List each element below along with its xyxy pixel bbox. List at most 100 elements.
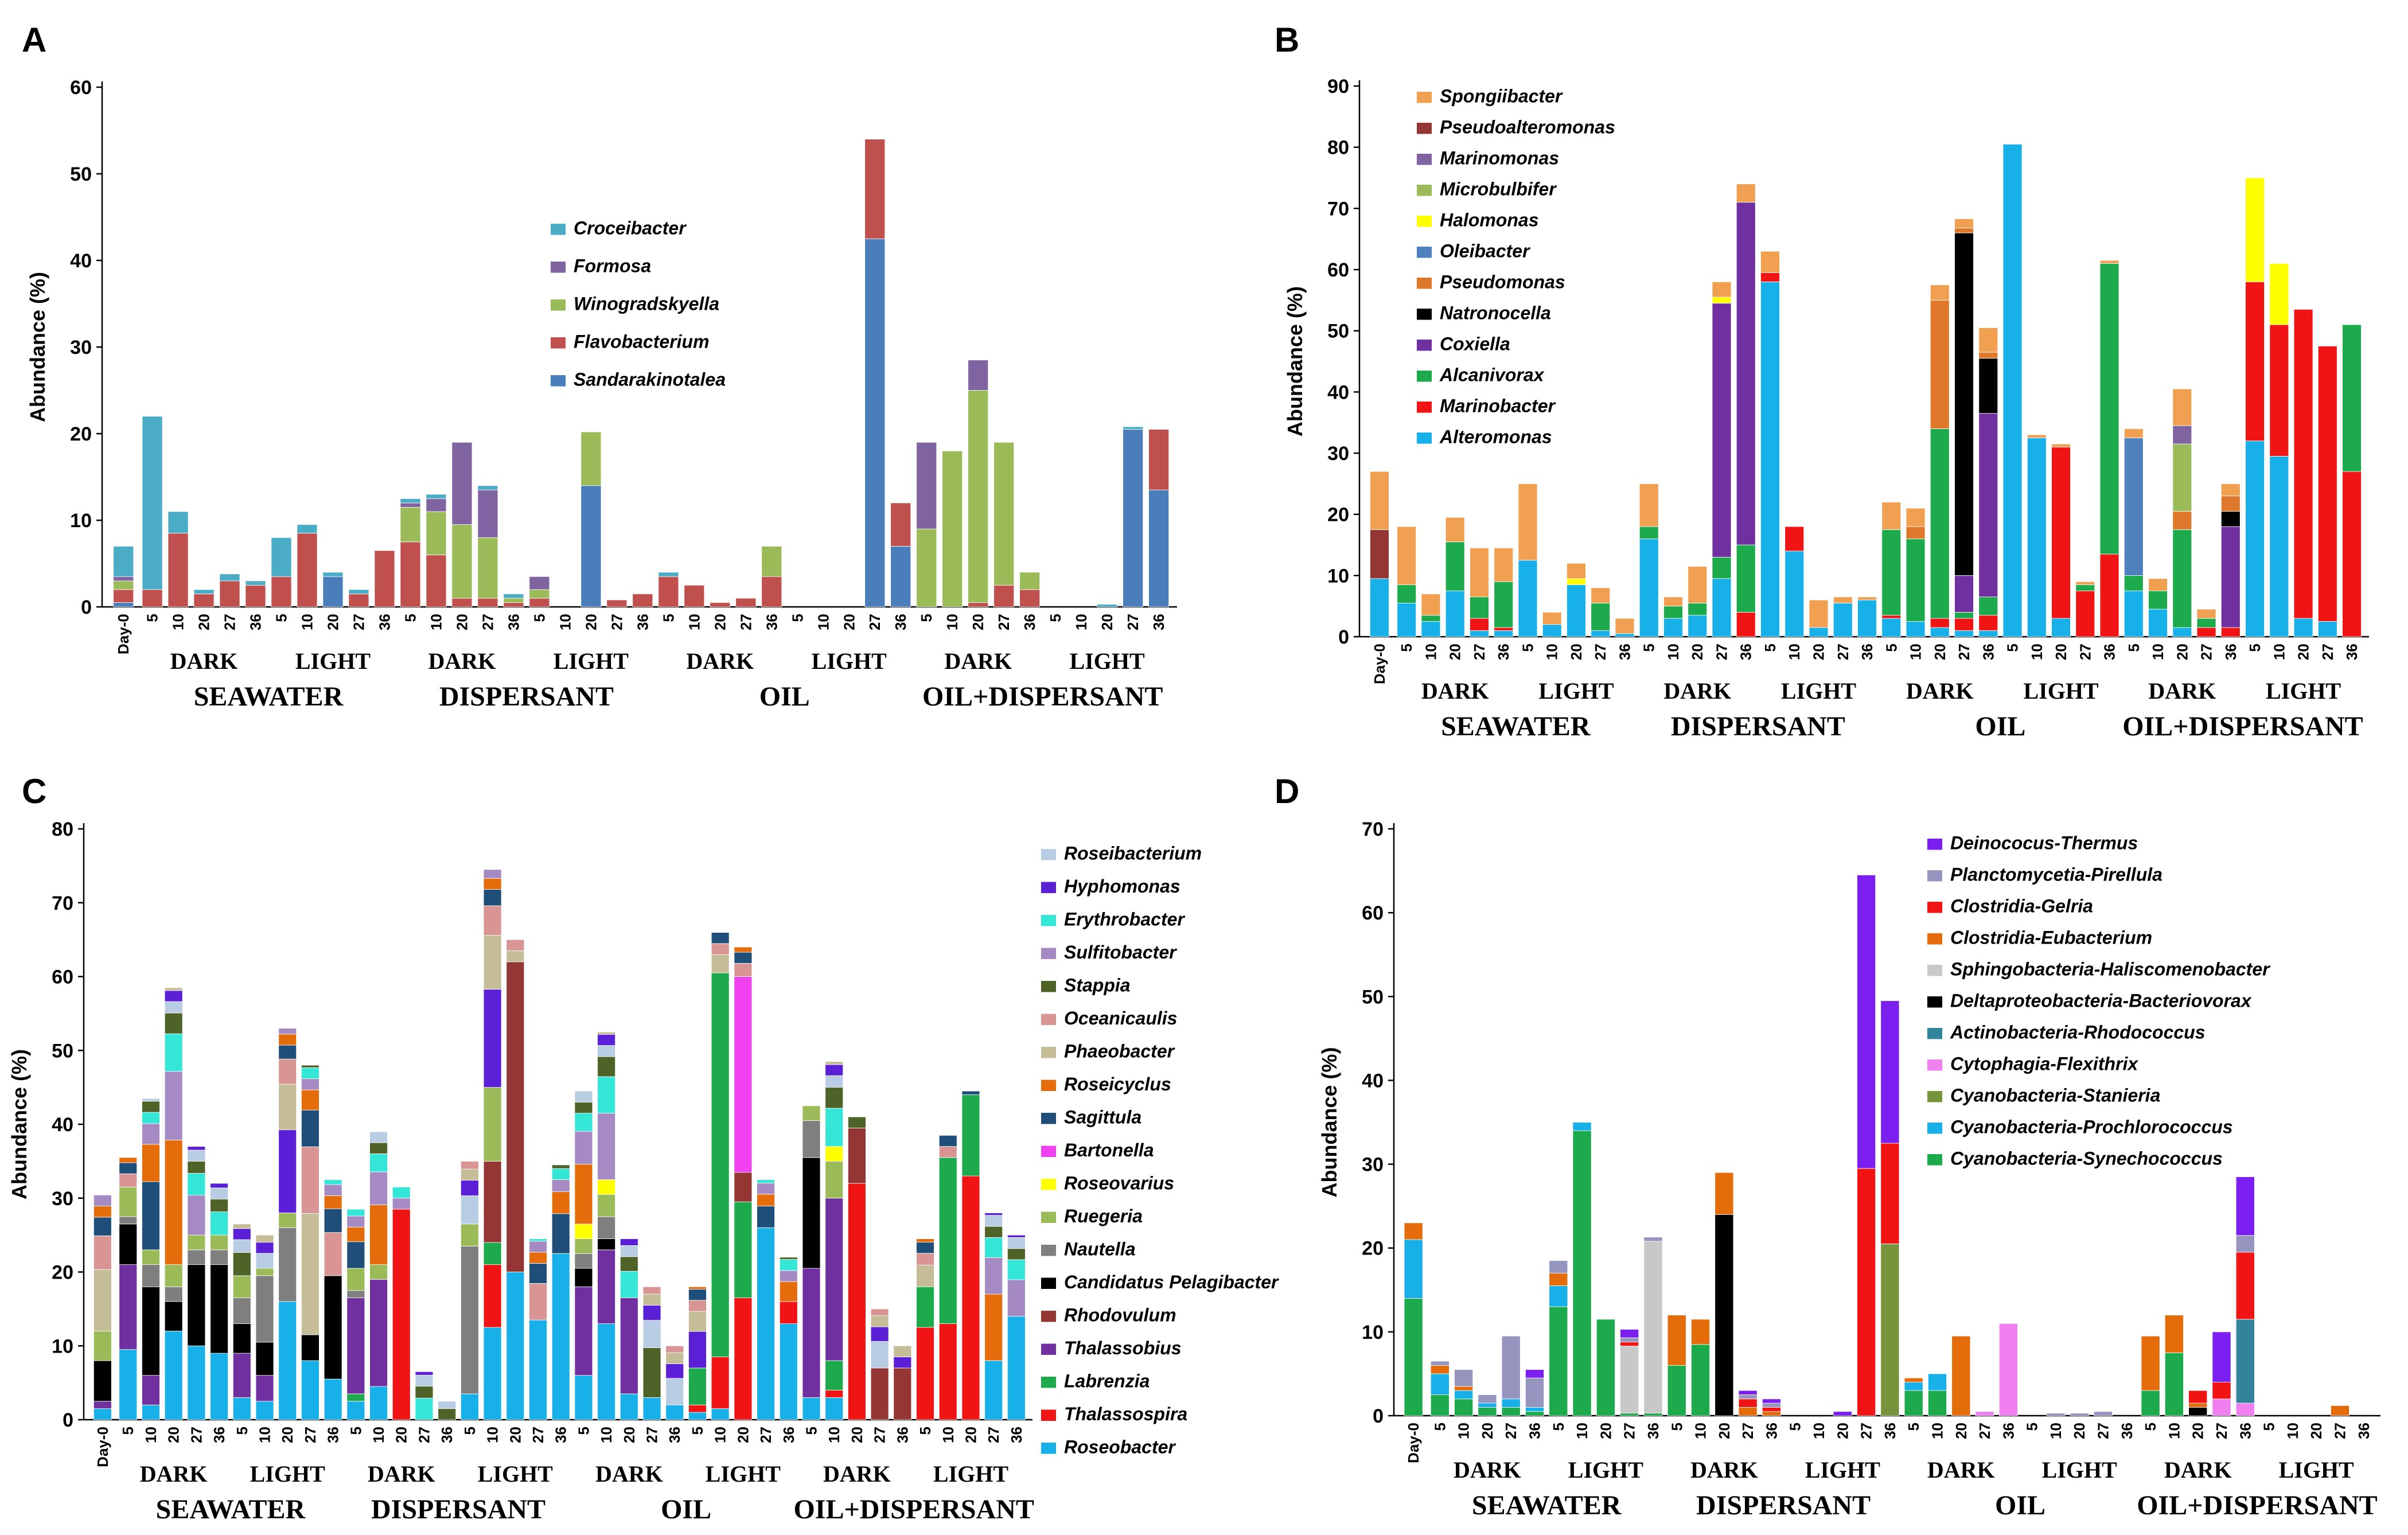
bar-segment — [483, 1087, 502, 1162]
bar-segment — [113, 602, 134, 607]
bar-segment — [961, 1175, 980, 1420]
bar-segment — [1525, 1377, 1545, 1408]
bar-segment — [232, 1323, 251, 1354]
bar-segment — [142, 1249, 160, 1265]
bar-segment — [1567, 563, 1586, 579]
bar-segment — [619, 1238, 638, 1246]
group-label: OIL — [661, 1494, 711, 1525]
bar-segment — [2070, 1413, 2089, 1416]
legend-label: Winogradskyella — [574, 294, 719, 314]
subgroup-label: DARK — [170, 648, 238, 674]
bar-segment — [477, 489, 498, 538]
bar-segment — [2075, 584, 2095, 591]
subgroup-label: LIGHT — [295, 648, 371, 674]
x-tick-label: 20 — [196, 614, 213, 630]
x-tick-label: 20 — [1931, 644, 1949, 660]
x-tick-label: 5 — [272, 614, 290, 622]
x-tick-label: 5 — [2246, 644, 2263, 652]
bar-segment — [2123, 437, 2144, 576]
x-tick-label: 10 — [298, 614, 315, 630]
bar-segment — [93, 1235, 112, 1270]
bar-segment — [711, 1408, 730, 1420]
x-tick-label: 20 — [1568, 644, 1585, 660]
x-tick-label: 5 — [402, 614, 419, 622]
bar-segment — [2235, 1402, 2255, 1416]
x-tick-label: 20 — [848, 1427, 866, 1443]
bar-segment — [529, 1238, 547, 1242]
bar-segment — [2196, 618, 2216, 628]
bar-segment — [1954, 618, 1974, 631]
bar-segment — [1643, 1241, 1663, 1414]
legend-swatch — [551, 262, 566, 273]
bar-segment — [164, 1012, 183, 1034]
bar-segment — [2269, 324, 2289, 457]
bar-segment — [1397, 584, 1417, 603]
bar-segment — [1978, 358, 1998, 414]
x-tick-label: 10 — [170, 614, 187, 630]
bar-segment — [210, 1249, 228, 1265]
legend-label: Marinobacter — [1440, 396, 1556, 416]
bar-segment — [658, 576, 679, 607]
bar-segment — [1738, 1398, 1758, 1408]
bar-segment — [597, 1031, 616, 1035]
bar-segment — [1930, 428, 1950, 619]
bar-segment — [1639, 483, 1659, 527]
y-tick-label: 10 — [70, 510, 92, 532]
bar-segment — [2196, 627, 2216, 637]
legend-label: Roseovarius — [1064, 1173, 1174, 1194]
bar-segment — [210, 1353, 228, 1420]
bar-segment — [710, 602, 731, 607]
bar-segment — [1930, 299, 1950, 429]
bar-segment — [1881, 501, 1902, 530]
x-tick-label: 5 — [2004, 644, 2021, 652]
bar-segment — [665, 1352, 684, 1364]
x-tick-label: 20 — [2189, 1423, 2207, 1439]
bar-segment — [734, 1172, 753, 1202]
bar-segment — [1881, 529, 1902, 616]
x-tick-label: 10 — [1786, 644, 1803, 660]
x-tick-label: 20 — [1716, 1423, 1733, 1439]
x-tick-label: 27 — [302, 1427, 319, 1443]
bar-segment — [2220, 627, 2241, 637]
bar-segment — [1007, 1237, 1026, 1249]
subgroup-label: LIGHT — [2279, 1457, 2354, 1483]
x-tick-label: 36 — [438, 1427, 455, 1443]
group-label: OIL+DISPERSANT — [2137, 1490, 2377, 1521]
bar-segment — [297, 533, 318, 607]
x-tick-label: 36 — [1616, 644, 1633, 660]
bar-segment — [142, 1404, 160, 1420]
bar-segment — [642, 1304, 661, 1321]
legend-label: Erythrobacter — [1064, 909, 1185, 930]
bar-segment — [460, 1246, 479, 1394]
group-label: SEAWATER — [156, 1494, 306, 1525]
legend-label: Nautella — [1064, 1239, 1135, 1260]
bar-segment — [1643, 1413, 1663, 1416]
bar-segment — [916, 1253, 934, 1265]
bar-segment — [1404, 1222, 1423, 1240]
bar-segment — [210, 1187, 228, 1199]
bar-segment — [2123, 575, 2144, 591]
x-tick-label: 5 — [1431, 1423, 1448, 1431]
bar-segment — [142, 1098, 160, 1102]
bar-segment — [1123, 426, 1144, 430]
x-tick-label: 20 — [1689, 644, 1706, 660]
legend-label: Candidatus Pelagibacter — [1064, 1272, 1279, 1292]
bar-segment — [1148, 489, 1170, 607]
bar-segment — [597, 1238, 616, 1250]
bar-segment — [1927, 1373, 1947, 1391]
bar-segment — [1445, 541, 1465, 591]
legend-swatch — [1041, 981, 1056, 992]
group-label: DISPERSANT — [1671, 711, 1845, 742]
y-tick-label: 50 — [70, 163, 92, 185]
legend-label: Ruegeria — [1064, 1206, 1143, 1226]
bar-segment — [164, 990, 183, 1002]
legend-label: Formosa — [574, 256, 651, 276]
bar-segment — [278, 1034, 297, 1046]
bar-segment — [245, 585, 266, 607]
bar-segment — [2148, 609, 2168, 637]
bar-segment — [119, 1216, 138, 1225]
bar-segment — [574, 1253, 593, 1269]
bar-segment — [460, 1393, 479, 1420]
bar-segment — [187, 1160, 206, 1174]
bar-segment — [2172, 425, 2192, 445]
